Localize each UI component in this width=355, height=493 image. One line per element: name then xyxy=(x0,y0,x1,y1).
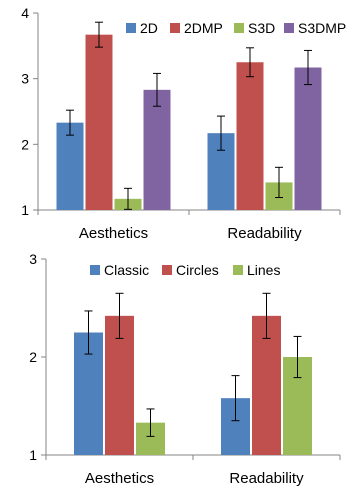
legend-label-circles: Circles xyxy=(176,262,219,278)
y-tick-label: 2 xyxy=(21,136,29,152)
legend-swatch-2dmp xyxy=(170,23,180,33)
legend-label-2d: 2D xyxy=(140,20,158,36)
legend-swatch-lines xyxy=(233,265,243,275)
bar-2d xyxy=(56,122,84,210)
legend-swatch-classic xyxy=(90,265,100,275)
y-tick-label: 4 xyxy=(21,5,29,21)
bar-circles xyxy=(105,315,134,455)
bar-s3dmp xyxy=(143,89,171,210)
legend-swatch-2d xyxy=(126,23,136,33)
legend-swatch-circles xyxy=(162,265,172,275)
bar-circles xyxy=(252,315,281,455)
bar-2dmp xyxy=(85,34,113,210)
y-tick-label: 1 xyxy=(29,447,37,463)
legend-label-s3d: S3D xyxy=(248,20,275,36)
x-category-label: Aesthetics xyxy=(85,470,154,487)
chart-top: 1 2 3 4 Aesthetics Readability 2D 2DMP S3D S3DMP xyxy=(21,5,346,242)
y-tick-label: 2 xyxy=(29,349,37,365)
x-category-label: Aesthetics xyxy=(79,225,148,242)
legend-label-lines: Lines xyxy=(247,262,280,278)
y-tick-label: 1 xyxy=(21,202,29,218)
x-category-label: Readability xyxy=(229,470,304,487)
bar-s3dmp xyxy=(294,67,322,211)
legend-swatch-s3dmp xyxy=(284,23,294,33)
legend-label-classic: Classic xyxy=(104,262,149,278)
legend-label-2dmp: 2DMP xyxy=(184,20,223,36)
x-category-label: Readability xyxy=(227,225,302,242)
bar-2dmp xyxy=(236,62,264,210)
chart-top-svg: 1 2 3 4 Aesthetics Readability 2D 2DMP S3D S3DMP xyxy=(21,5,346,242)
legend-label-s3dmp: S3DMP xyxy=(298,20,346,36)
chart-bottom-svg: 1 2 3 Aesthetics Readability Classic Circles Li… xyxy=(29,251,341,487)
chart-bottom: 1 2 3 Aesthetics Readability Classic Circles Li… xyxy=(0,248,355,488)
y-tick-label: 3 xyxy=(21,71,29,87)
legend-swatch-s3d xyxy=(234,23,244,33)
y-tick-label: 3 xyxy=(29,251,37,267)
